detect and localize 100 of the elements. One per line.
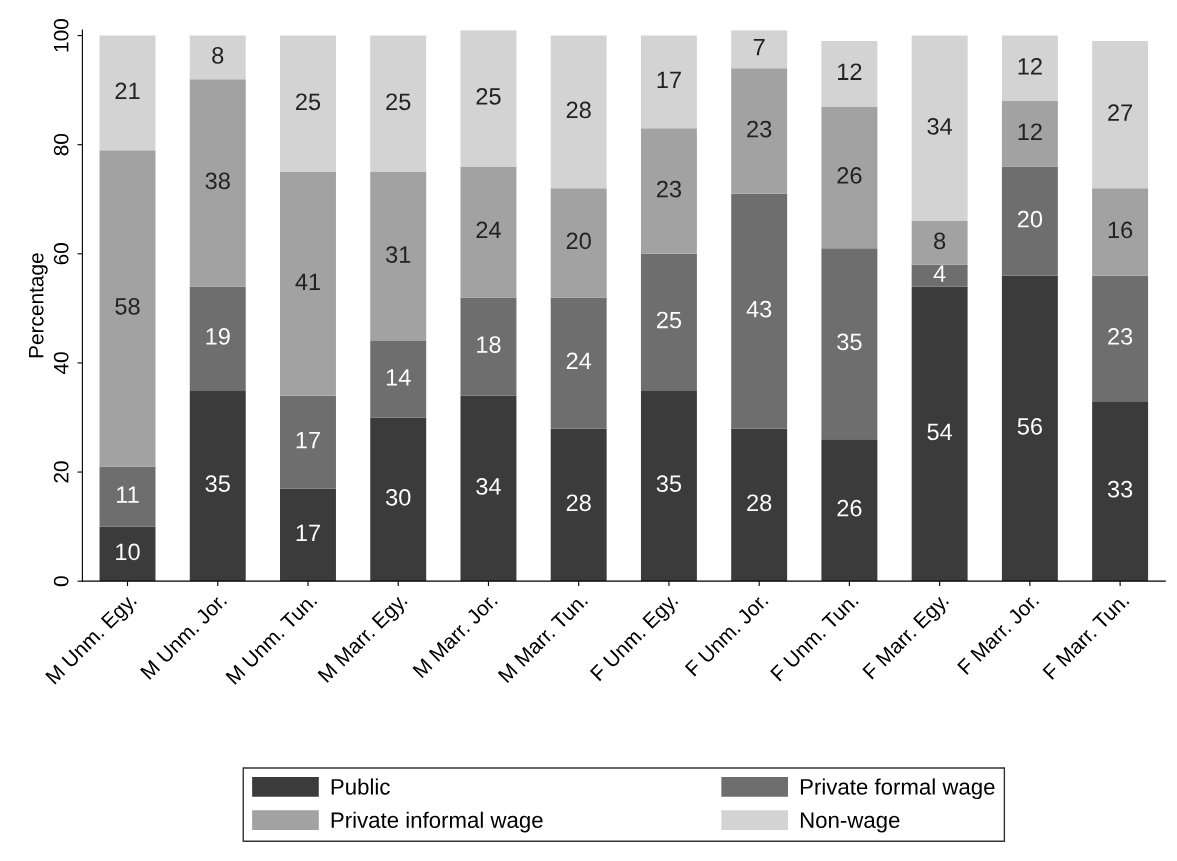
bar — [821, 248, 878, 440]
bar — [640, 390, 697, 582]
bar — [280, 395, 336, 489]
data-label: 41 — [295, 273, 320, 290]
x-tick-label: F Unm. Tun. — [770, 592, 859, 682]
bar — [189, 35, 246, 80]
data-label: 35 — [837, 333, 862, 351]
data-label: 12 — [838, 63, 862, 80]
data-label: 24 — [476, 221, 501, 239]
data-label: 34 — [927, 117, 953, 135]
data-label: 28 — [566, 494, 591, 512]
bar — [821, 439, 878, 582]
x-tick-label: F Unm. Egy. — [589, 592, 682, 685]
y-tick-label: 80 — [53, 133, 69, 156]
bar — [1092, 188, 1149, 276]
y-tick-label: 20 — [53, 461, 69, 483]
bar — [1092, 41, 1149, 189]
bar — [1001, 275, 1058, 582]
data-label: 34 — [476, 478, 501, 495]
data-label: 26 — [837, 499, 862, 517]
data-label: 30 — [385, 488, 411, 506]
data-label: 17 — [657, 71, 681, 89]
bar — [370, 341, 427, 418]
bar — [1092, 275, 1149, 402]
x-tick-label: M Unm. Egy. — [45, 592, 140, 688]
bar — [550, 297, 607, 429]
data-label: 54 — [927, 423, 953, 441]
bar — [189, 286, 246, 391]
data-label: 28 — [747, 494, 772, 512]
data-label: 12 — [1018, 123, 1042, 140]
data-label: 25 — [476, 87, 501, 105]
data-label: 38 — [205, 172, 230, 190]
data-label: 24 — [566, 352, 592, 370]
bar — [99, 35, 156, 151]
bar — [370, 417, 427, 582]
y-tick-label: 40 — [53, 352, 69, 375]
legend-label: Private informal wage — [331, 811, 543, 833]
data-label: 17 — [296, 524, 320, 541]
data-label: 23 — [747, 120, 772, 138]
bar — [731, 68, 788, 194]
bar — [280, 171, 336, 396]
data-label: 28 — [566, 101, 591, 119]
bar — [1001, 101, 1058, 167]
bar — [460, 395, 517, 582]
bar — [460, 297, 517, 396]
bar — [550, 428, 607, 582]
bar — [911, 286, 968, 582]
data-label: 20 — [1017, 210, 1043, 228]
bar — [1001, 166, 1058, 276]
bar — [640, 128, 697, 254]
bar — [280, 488, 336, 582]
bar — [640, 35, 697, 129]
y-axis-title: Percentage — [29, 253, 48, 358]
bar — [731, 193, 788, 429]
data-label: 23 — [656, 180, 682, 198]
data-label: 8 — [934, 232, 946, 250]
y-tick-label: 100 — [53, 19, 69, 52]
data-label: 23 — [1108, 328, 1133, 345]
bar — [370, 171, 427, 342]
bar — [731, 30, 788, 69]
data-label: 35 — [205, 475, 230, 493]
data-label: 56 — [1017, 418, 1042, 435]
bar — [821, 41, 878, 107]
data-label: 10 — [116, 543, 140, 561]
data-label: 14 — [386, 369, 411, 386]
data-label: 11 — [117, 486, 139, 503]
bar — [280, 35, 336, 172]
x-tick-label: F Unm. Jor. — [684, 592, 769, 677]
bar — [550, 188, 607, 298]
legend-label: Non-wage — [800, 812, 900, 833]
bar — [1092, 401, 1149, 582]
y-tick-label: 60 — [53, 243, 69, 265]
data-label: 35 — [656, 475, 682, 493]
legend-label: Public — [331, 778, 390, 795]
legend-label: Private formal wage — [800, 778, 995, 800]
data-label: 4 — [933, 265, 946, 282]
data-label: 25 — [296, 93, 321, 111]
data-label: 18 — [477, 336, 501, 353]
data-label: 26 — [837, 167, 862, 184]
bar — [821, 106, 878, 249]
data-label: 7 — [753, 39, 765, 56]
bar — [1001, 35, 1058, 102]
bar — [460, 166, 517, 298]
bar — [189, 79, 246, 287]
data-label: 58 — [115, 298, 140, 315]
bar — [99, 466, 156, 527]
data-label: 17 — [296, 431, 320, 449]
data-label: 25 — [386, 93, 411, 111]
data-label: 16 — [1108, 221, 1133, 239]
bar — [731, 428, 788, 582]
bar — [370, 35, 427, 172]
bar — [911, 35, 968, 222]
data-label: 31 — [385, 246, 411, 263]
data-label: 27 — [1108, 104, 1133, 121]
data-label: 20 — [566, 232, 591, 250]
bar — [911, 264, 968, 287]
bar — [99, 150, 156, 467]
bar — [550, 35, 607, 189]
bar — [640, 253, 697, 391]
data-label: 33 — [1107, 480, 1133, 498]
